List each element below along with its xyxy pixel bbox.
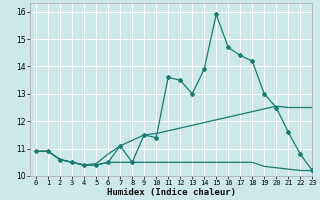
X-axis label: Humidex (Indice chaleur): Humidex (Indice chaleur) [107, 188, 236, 197]
